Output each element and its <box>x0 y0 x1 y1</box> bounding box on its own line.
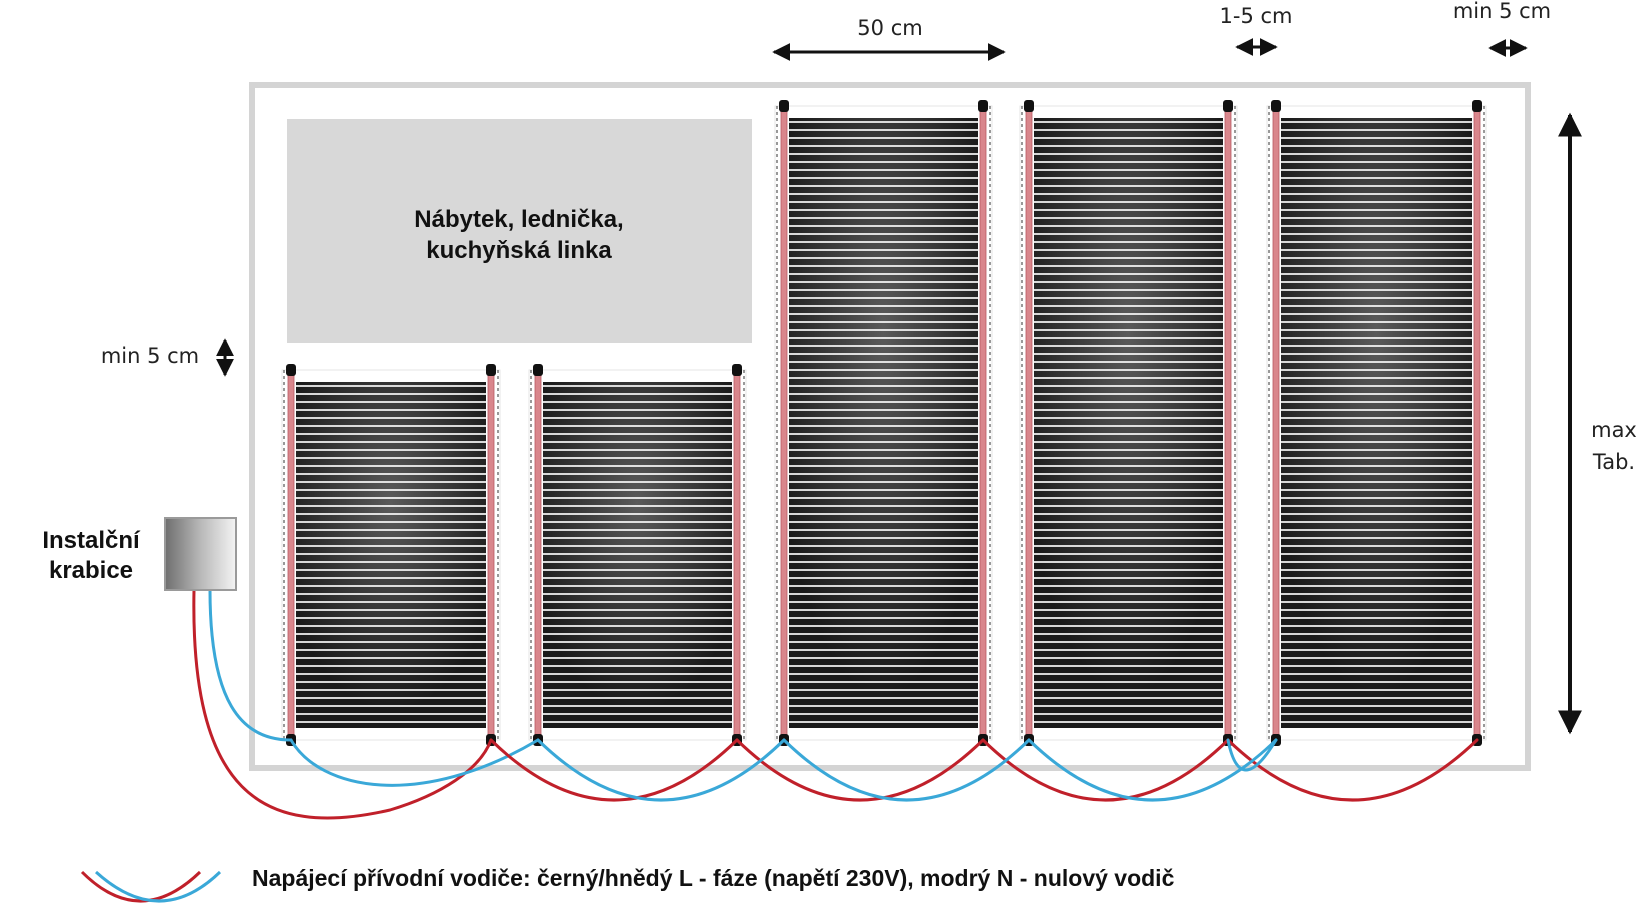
dimension-panel-width-label: 50 cm <box>857 16 922 40</box>
terminal-connector <box>779 100 789 112</box>
install-box-label-line2: krabice <box>49 557 133 584</box>
legend-text: Napájecí přívodní vodiče: černý/hnědý L … <box>252 865 1175 891</box>
phase-wire <box>489 738 739 802</box>
furniture-label-line2: kuchyňská linka <box>426 237 612 264</box>
neutral-wire <box>782 738 1031 802</box>
terminal-connector <box>732 364 742 376</box>
dimension-gap-between: 1-5 cm <box>1220 4 1293 56</box>
neutral-wire <box>536 738 786 802</box>
phase-wire <box>981 738 1230 802</box>
heating-film-panel <box>528 364 747 746</box>
terminal-connector <box>286 364 296 376</box>
furniture-area: Nábytek, lednička, kuchyňská linka <box>287 119 752 343</box>
neutral-wire <box>208 588 293 742</box>
terminal-connector <box>533 364 543 376</box>
dimension-edge-gap-right-label: min 5 cm <box>1453 0 1551 23</box>
terminal-connector <box>486 364 496 376</box>
heating-film-panels <box>281 100 1487 746</box>
installation-box: Instalční krabice <box>42 517 237 591</box>
neutral-wire <box>1226 738 1278 772</box>
dimension-panel-height: max Tab. <box>1558 112 1637 735</box>
heating-film-panel <box>281 364 501 746</box>
phase-wire <box>735 738 985 802</box>
heating-film-panel <box>1266 100 1487 746</box>
wire-legend: Napájecí přívodní vodiče: černý/hnědý L … <box>80 865 1175 903</box>
dimension-edge-gap-furniture: min 5 cm <box>101 338 234 377</box>
terminal-connector <box>1472 100 1482 112</box>
phase-wire <box>1226 738 1479 802</box>
heating-film-panel <box>1019 100 1238 746</box>
legend-phase-wire-icon <box>80 870 202 903</box>
neutral-wire <box>1027 738 1278 802</box>
dimension-edge-gap-furniture-label: min 5 cm <box>101 344 199 368</box>
terminal-connector <box>1223 100 1233 112</box>
dimension-gap-between-label: 1-5 cm <box>1220 4 1293 28</box>
terminal-connector <box>1271 100 1281 112</box>
terminal-connector <box>978 100 988 112</box>
room-outline <box>249 82 1531 771</box>
dimension-height-label-line1: max <box>1591 418 1637 442</box>
legend-neutral-wire-icon <box>94 870 222 903</box>
neutral-wire <box>289 738 540 787</box>
dimension-height-label-line2: Tab. <box>1592 450 1635 474</box>
dimension-panel-width: 50 cm <box>772 16 1006 61</box>
heating-film-panel <box>774 100 993 746</box>
furniture-label-line1: Nábytek, lednička, <box>414 206 623 233</box>
supply-wires <box>192 588 1479 820</box>
terminal-connector <box>1024 100 1034 112</box>
install-box-label-line1: Instalční <box>42 527 141 554</box>
dimension-edge-gap-right: min 5 cm <box>1453 0 1551 57</box>
